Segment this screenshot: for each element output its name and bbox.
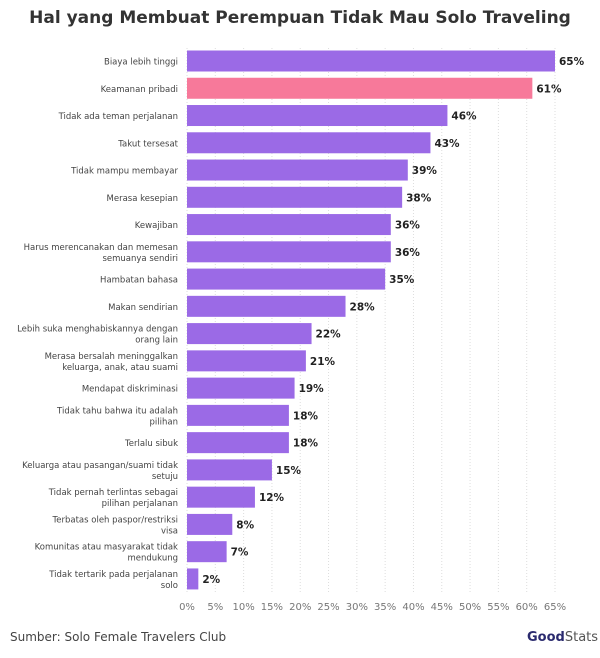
- category-label: Terbatas oleh paspor/restriksi: [52, 515, 178, 525]
- data-label: 19%: [299, 383, 325, 395]
- category-label: Tidak mampu membayar: [70, 167, 178, 177]
- data-label: 39%: [412, 165, 438, 177]
- x-tick-label: 35%: [374, 602, 396, 613]
- category-label: Mendapat diskriminasi: [82, 385, 178, 395]
- data-label: 18%: [293, 438, 319, 450]
- data-label: 21%: [310, 356, 336, 368]
- bar: [187, 350, 306, 372]
- category-label: Hambatan bahasa: [100, 276, 178, 286]
- logo-bold: Good: [527, 630, 565, 645]
- category-label: Tidak tahu bahwa itu adalah: [56, 406, 178, 416]
- x-tick-label: 10%: [232, 602, 254, 613]
- bar: [187, 541, 227, 563]
- data-label: 28%: [350, 301, 376, 313]
- category-label: Merasa kesepian: [107, 194, 178, 204]
- data-label: 36%: [395, 220, 421, 232]
- data-label: 65%: [559, 56, 585, 68]
- bar: [187, 295, 346, 317]
- x-tick-label: 15%: [261, 602, 283, 613]
- chart-title: Hal yang Membuat Perempuan Tidak Mau Sol…: [29, 8, 571, 28]
- category-label: Terlalu sibuk: [124, 439, 178, 449]
- bar: [187, 241, 391, 263]
- bar: [187, 268, 386, 290]
- x-tick-label: 65%: [544, 602, 566, 613]
- category-label: Lebih suka menghabiskannya dengan: [17, 325, 178, 335]
- data-label: 12%: [259, 492, 285, 504]
- data-label: 22%: [316, 329, 342, 341]
- x-tick-label: 40%: [402, 602, 424, 613]
- x-tick-label: 20%: [289, 602, 311, 613]
- category-label: Tidak pernah terlintas sebagai: [48, 488, 178, 498]
- x-tick-label: 0%: [179, 602, 195, 613]
- category-label: pilihan perjalanan: [102, 499, 178, 509]
- data-label: 38%: [406, 192, 432, 204]
- data-label: 7%: [231, 547, 249, 559]
- bar: [187, 159, 408, 181]
- category-label: visa: [161, 526, 178, 536]
- category-label: mendukung: [127, 554, 178, 564]
- data-label: 46%: [451, 111, 477, 123]
- data-label: 35%: [389, 274, 415, 286]
- x-tick-label: 55%: [487, 602, 509, 613]
- x-tick-label: 60%: [516, 602, 538, 613]
- category-label: Komunitas atau masyarakat tidak: [35, 543, 178, 553]
- category-label: Tidak tertarik pada perjalanan: [48, 570, 178, 580]
- category-label: pilihan: [150, 417, 178, 427]
- bar: [187, 77, 533, 99]
- category-label: Keluarga atau pasangan/suami tidak: [22, 461, 178, 471]
- logo-light: Stats: [564, 630, 599, 645]
- category-label: Merasa bersalah meninggalkan: [45, 352, 178, 362]
- source-note: Sumber: Solo Female Travelers Club: [10, 630, 227, 644]
- bar: [187, 404, 289, 426]
- x-tick-label: 50%: [459, 602, 481, 613]
- category-label: Biaya lebih tinggi: [104, 58, 178, 68]
- data-label: 8%: [236, 519, 254, 531]
- bar: [187, 323, 312, 345]
- bar: [187, 513, 233, 535]
- category-label: orang lain: [135, 336, 178, 346]
- bar: [187, 486, 255, 508]
- bar: [187, 432, 289, 454]
- data-label: 61%: [536, 83, 562, 95]
- category-label: keluarga, anak, atau suami: [62, 363, 178, 373]
- bar: [187, 50, 555, 72]
- bar: [187, 459, 272, 481]
- category-label: Kewajiban: [135, 221, 178, 231]
- data-label: 36%: [395, 247, 421, 259]
- category-label: Keamanan pribadi: [101, 85, 178, 95]
- data-label: 2%: [202, 574, 220, 586]
- category-label: setuju: [152, 472, 178, 482]
- bar: [187, 105, 448, 127]
- x-tick-label: 25%: [317, 602, 339, 613]
- category-label: Harus merencanakan dan memesan: [24, 243, 178, 253]
- category-label: Takut tersesat: [117, 139, 178, 149]
- bar: [187, 377, 295, 399]
- data-label: 18%: [293, 410, 319, 422]
- x-tick-label: 5%: [207, 602, 223, 613]
- category-label: semuanya sendiri: [102, 254, 178, 264]
- x-tick-label: 45%: [431, 602, 453, 613]
- bar: [187, 214, 391, 236]
- category-label: Tidak ada teman perjalanan: [58, 112, 178, 122]
- x-tick-label: 30%: [346, 602, 368, 613]
- bar: [187, 186, 403, 208]
- category-label: solo: [161, 581, 178, 591]
- data-label: 15%: [276, 465, 302, 477]
- goodstats-logo: GoodStats: [527, 630, 598, 645]
- data-label: 43%: [434, 138, 460, 150]
- bar: [187, 132, 431, 154]
- category-label: Makan sendirian: [108, 303, 178, 313]
- bar: [187, 568, 199, 590]
